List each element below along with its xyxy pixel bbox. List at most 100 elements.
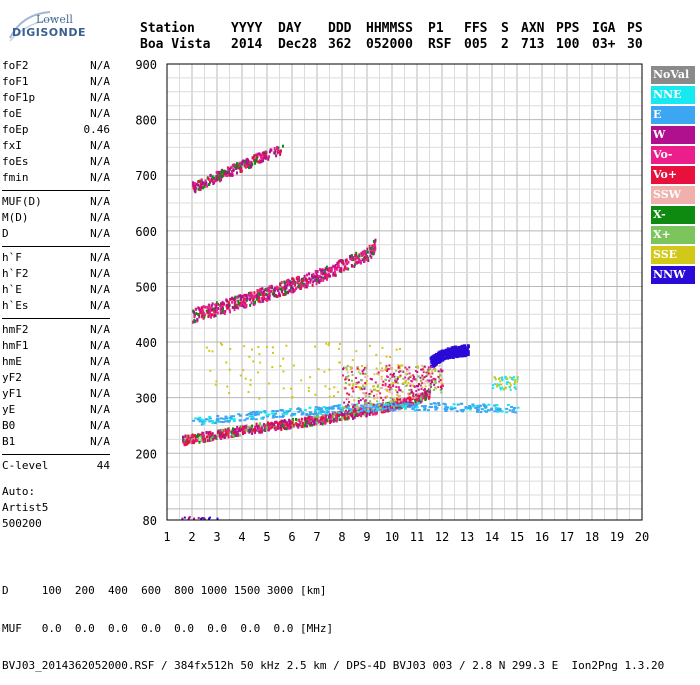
echo-point: [263, 424, 266, 428]
echo-point: [288, 423, 291, 427]
echo-point: [253, 302, 256, 306]
echo-point: [367, 405, 370, 408]
echo-point: [260, 296, 263, 300]
echo-point: [225, 304, 228, 308]
echo-point: [453, 345, 457, 349]
echo-point: [224, 432, 227, 436]
echo-point: [356, 260, 359, 264]
echo-point: [264, 156, 267, 160]
echo-point: [214, 434, 217, 438]
echo-point: [392, 403, 395, 406]
echo-point: [510, 378, 513, 381]
echo-point: [425, 371, 428, 374]
echo-point: [381, 402, 384, 406]
echo-point: [217, 429, 220, 433]
echo-point: [208, 349, 211, 352]
echo-point: [293, 412, 297, 415]
echo-point: [337, 265, 340, 269]
echo-point: [314, 411, 318, 414]
echo-point: [221, 174, 224, 178]
echo-point: [328, 406, 332, 409]
echo-point: [436, 360, 440, 364]
echo-point: [218, 435, 221, 439]
echo-point: [252, 296, 255, 300]
echo-point: [430, 360, 434, 364]
echo-point: [423, 376, 426, 379]
echo-point: [255, 293, 258, 297]
echo-point: [432, 402, 436, 405]
echo-point: [193, 186, 196, 190]
echo-point: [309, 411, 313, 414]
echo-point: [504, 386, 507, 389]
echo-point: [397, 365, 400, 368]
echo-point: [381, 407, 385, 410]
echo-point: [399, 364, 402, 367]
echo-point: [196, 318, 199, 322]
echo-point: [237, 413, 241, 416]
param-row: yE N/A: [2, 402, 110, 418]
echo-point: [368, 406, 372, 409]
echo-point: [199, 185, 202, 189]
echo-point: [359, 399, 362, 402]
echo-point: [408, 389, 411, 392]
echo-point: [288, 421, 291, 425]
echo-point: [298, 408, 302, 411]
echo-point: [395, 404, 399, 407]
echo-point: [354, 261, 357, 265]
echo-point: [359, 404, 363, 407]
echo-point: [350, 258, 353, 262]
echo-point: [254, 160, 257, 164]
echo-point: [359, 388, 362, 391]
echo-point: [477, 406, 481, 409]
echo-point: [208, 182, 211, 186]
echo-point: [376, 385, 379, 388]
echo-point: [235, 305, 238, 309]
echo-point: [403, 406, 407, 409]
echo-point: [201, 310, 204, 314]
echo-point: [234, 297, 237, 301]
echo-point: [439, 379, 442, 382]
echo-point: [205, 430, 208, 434]
echo-point: [388, 364, 391, 367]
echo-point: [267, 428, 270, 432]
echo-point: [234, 305, 237, 309]
echo-point: [349, 256, 352, 260]
echo-point: [251, 424, 254, 428]
echo-point: [254, 425, 257, 429]
echo-point: [353, 405, 356, 408]
echo-point: [494, 407, 498, 410]
echo-point: [332, 264, 335, 268]
echo-point: [241, 160, 244, 164]
echo-point: [251, 348, 254, 351]
echo-point: [361, 409, 365, 412]
echo-point: [348, 393, 351, 396]
echo-point: [395, 369, 398, 372]
echo-point: [286, 424, 289, 428]
echo-point: [220, 302, 223, 306]
echo-point: [411, 380, 414, 383]
echo-point: [363, 386, 366, 389]
echo-point: [317, 276, 320, 280]
auto-label: Auto:: [2, 485, 36, 498]
echo-point: [498, 377, 501, 380]
echo-point: [313, 415, 316, 419]
echo-point: [240, 166, 243, 170]
echo-point: [330, 419, 333, 423]
param-row: B0 N/A: [2, 418, 110, 434]
echo-point: [387, 409, 390, 413]
echo-point: [296, 418, 299, 422]
echo-point: [373, 397, 376, 400]
echo-point: [223, 312, 226, 316]
echo-point: [183, 516, 186, 519]
header-label: DAY: [278, 21, 302, 36]
echo-point: [265, 293, 268, 297]
echo-point: [374, 381, 377, 384]
echo-point: [338, 418, 341, 422]
echo-point: [250, 160, 253, 164]
echo-point: [369, 247, 372, 251]
echo-point: [401, 405, 405, 408]
echo-point: [350, 264, 353, 268]
echo-point: [380, 375, 383, 378]
echo-point: [272, 414, 276, 417]
echo-point: [228, 368, 231, 371]
